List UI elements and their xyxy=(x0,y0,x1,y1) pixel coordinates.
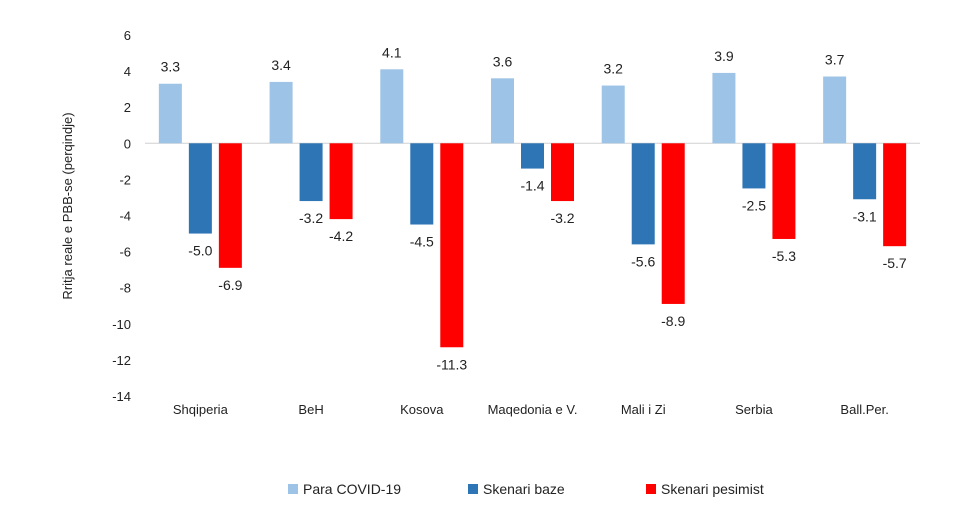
category-label: Ball.Per. xyxy=(840,402,888,417)
y-tick-label: -12 xyxy=(112,353,131,368)
legend-swatch xyxy=(288,484,298,494)
y-tick-label: -6 xyxy=(119,245,131,260)
bar-skenari-pesimist-shqiperia xyxy=(218,143,242,268)
bar-skenari-pesimist-ball-per- xyxy=(883,143,907,247)
data-label: -5.3 xyxy=(772,248,796,264)
y-axis-title: Rritja reale e PBB-se (perqindje) xyxy=(60,112,75,299)
data-label: -3.2 xyxy=(550,210,574,226)
data-label: -5.6 xyxy=(631,253,655,269)
data-labels: 3.3 -5.0 -6.9 3.4 -3.2 -4.2 4.1 -4.5 -11.3 3.6 -1.… xyxy=(161,44,907,372)
data-label: 3.9 xyxy=(714,48,734,64)
legend-label: Skenari baze xyxy=(483,481,565,497)
y-tick-label: 6 xyxy=(124,28,131,43)
bar-para-covid-19-shqiperia xyxy=(158,83,182,144)
data-label: -5.7 xyxy=(883,255,907,271)
bar-skenari-pesimist-beh xyxy=(329,143,353,220)
bar-skenari-baze-mali-i-zi xyxy=(631,143,655,245)
bar-para-covid-19-maqedonia-e-v- xyxy=(491,78,514,144)
y-tick-label: -14 xyxy=(112,389,131,404)
bar-skenari-baze-maqedonia-e-v- xyxy=(521,143,544,169)
data-label: 3.2 xyxy=(603,61,623,77)
bar-skenari-baze-beh xyxy=(299,143,323,202)
bar-skenari-baze-serbia xyxy=(742,143,766,189)
bar-skenari-pesimist-maqedonia-e-v- xyxy=(551,143,574,202)
data-label: -8.9 xyxy=(661,313,685,329)
bar-skenari-pesimist-mali-i-zi xyxy=(661,143,685,304)
legend-label: Skenari pesimist xyxy=(661,481,764,497)
data-label: 3.7 xyxy=(825,52,845,68)
data-label: 4.1 xyxy=(382,44,402,60)
bar-skenari-baze-kosova xyxy=(410,143,434,225)
bar-para-covid-19-mali-i-zi xyxy=(601,85,625,144)
bar-para-covid-19-ball-per- xyxy=(823,76,847,144)
data-label: 3.6 xyxy=(493,53,513,69)
data-label: -1.4 xyxy=(520,178,544,194)
data-label: -4.2 xyxy=(329,228,353,244)
data-label: 3.4 xyxy=(271,57,291,73)
category-label: Maqedonia e V. xyxy=(488,402,578,417)
bar-skenari-baze-ball-per- xyxy=(853,143,877,200)
bar-skenari-baze-shqiperia xyxy=(188,143,212,234)
data-label: -4.5 xyxy=(410,234,434,250)
legend: Para COVID-19 Skenari baze Skenari pesimis… xyxy=(288,481,764,497)
category-label: BeH xyxy=(298,402,323,417)
bar-para-covid-19-beh xyxy=(269,81,293,144)
category-label: Kosova xyxy=(400,402,444,417)
data-label: -5.0 xyxy=(188,243,212,259)
data-label: -11.3 xyxy=(436,356,467,372)
y-tick-label: -8 xyxy=(119,281,131,296)
category-label: Serbia xyxy=(735,402,773,417)
category-label: Shqiperia xyxy=(173,402,229,417)
y-tick-label: 4 xyxy=(124,64,131,79)
y-tick-label: 0 xyxy=(124,136,131,151)
y-tick-label: -4 xyxy=(119,209,131,224)
bar-para-covid-19-kosova xyxy=(380,69,404,144)
legend-swatch xyxy=(468,484,478,494)
data-label: -6.9 xyxy=(218,277,242,293)
category-labels: Shqiperia BeH Kosova Maqedonia e V. Mali i Z… xyxy=(173,402,889,417)
category-label: Mali i Zi xyxy=(621,402,666,417)
data-label: -3.1 xyxy=(853,208,877,224)
bars xyxy=(158,69,907,348)
y-tick-label: -2 xyxy=(119,172,131,187)
bar-para-covid-19-serbia xyxy=(712,72,736,144)
data-label: -2.5 xyxy=(742,197,766,213)
legend-label: Para COVID-19 xyxy=(303,481,401,497)
y-axis-ticks: 6 4 2 0 -2 -4 -6 -8 -10 -12 -14 xyxy=(112,28,131,404)
legend-swatch xyxy=(646,484,656,494)
bar-skenari-pesimist-serbia xyxy=(772,143,796,239)
y-tick-label: -10 xyxy=(112,317,131,332)
bar-skenari-pesimist-kosova xyxy=(440,143,464,348)
y-tick-label: 2 xyxy=(124,100,131,115)
data-label: -3.2 xyxy=(299,210,323,226)
data-label: 3.3 xyxy=(161,59,181,75)
